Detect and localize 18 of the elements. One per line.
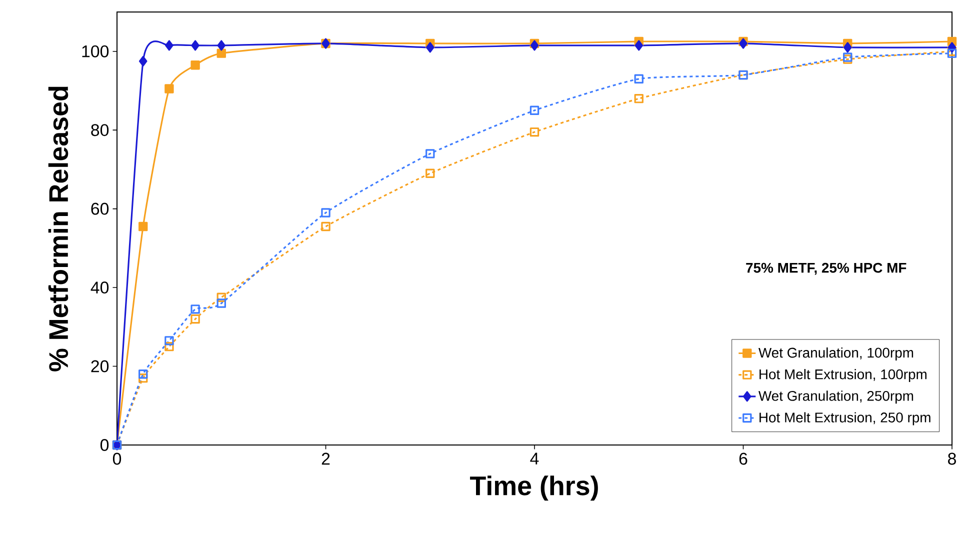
legend-label: Wet Granulation, 100rpm: [758, 347, 914, 360]
x-tick-label: 4: [530, 452, 539, 464]
x-tick-label: 6: [739, 452, 748, 465]
legend-label: Hot Melt Extrusion, 100rpm: [760, 369, 926, 382]
y-tick-label: 20: [91, 360, 109, 372]
y-axis-title: % Metformin Released: [48, 86, 68, 372]
legend-label: Wet Granulation, 250rpm: [758, 390, 914, 404]
y-tick-label: 0: [100, 438, 109, 451]
y-tick-label: 60: [91, 202, 109, 215]
y-tick-label: 40: [90, 282, 109, 294]
x-tick-label: 2: [322, 452, 330, 465]
x-axis-title: Time (hrs): [470, 476, 598, 501]
x-tick-label: 8: [948, 452, 956, 465]
y-tick-label: 100: [82, 45, 109, 58]
x-tick-label: 0: [112, 452, 122, 465]
y-tick-label: 80: [91, 124, 109, 136]
legend-label: Hot Melt Extrusion, 250 rpm: [760, 412, 930, 426]
legend-title: 75% METF, 25% HPC MF: [746, 262, 906, 275]
